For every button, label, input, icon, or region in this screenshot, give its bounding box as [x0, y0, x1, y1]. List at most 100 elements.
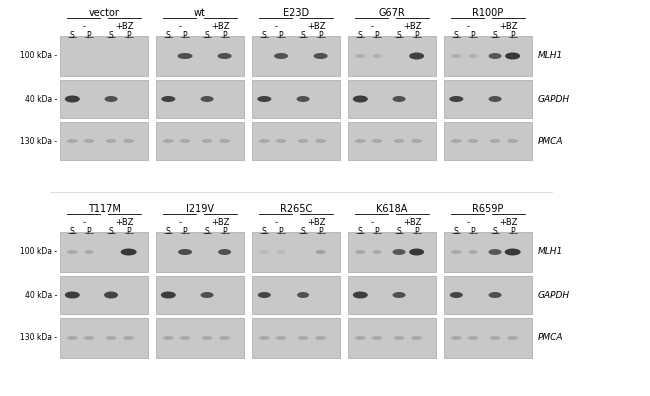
Text: P: P: [279, 227, 283, 236]
Ellipse shape: [259, 139, 270, 143]
Text: P: P: [471, 31, 475, 40]
Text: S: S: [70, 227, 75, 236]
Text: 40 kDa -: 40 kDa -: [25, 291, 57, 299]
Ellipse shape: [201, 292, 214, 298]
Ellipse shape: [451, 250, 462, 254]
Ellipse shape: [372, 139, 383, 143]
Bar: [156, 318, 244, 358]
Text: P: P: [222, 227, 227, 236]
Text: +BZ: +BZ: [403, 22, 421, 31]
Ellipse shape: [372, 54, 382, 58]
Ellipse shape: [298, 139, 309, 143]
Bar: [348, 36, 436, 76]
Ellipse shape: [84, 250, 94, 254]
Ellipse shape: [123, 139, 134, 143]
Ellipse shape: [411, 336, 422, 340]
Ellipse shape: [507, 139, 518, 143]
Ellipse shape: [218, 249, 231, 255]
Text: 40 kDa -: 40 kDa -: [25, 95, 57, 103]
Ellipse shape: [65, 291, 80, 299]
Text: P: P: [126, 31, 131, 40]
Text: S: S: [358, 31, 363, 40]
Ellipse shape: [353, 291, 368, 299]
Ellipse shape: [65, 95, 80, 103]
Ellipse shape: [393, 292, 406, 298]
Bar: [444, 318, 532, 358]
Bar: [60, 80, 148, 118]
Text: P: P: [510, 227, 515, 236]
Bar: [348, 122, 436, 160]
Text: +BZ: +BZ: [307, 218, 326, 227]
Text: S: S: [493, 31, 497, 40]
Text: +BZ: +BZ: [115, 218, 133, 227]
Ellipse shape: [372, 336, 383, 340]
Bar: [252, 122, 340, 160]
Ellipse shape: [218, 53, 231, 59]
Text: P: P: [183, 31, 187, 40]
Ellipse shape: [105, 139, 116, 143]
Ellipse shape: [356, 250, 365, 254]
Bar: [348, 318, 436, 358]
Ellipse shape: [355, 336, 366, 340]
Text: S: S: [166, 227, 171, 236]
Ellipse shape: [489, 249, 502, 255]
Ellipse shape: [489, 139, 500, 143]
Text: GAPDH: GAPDH: [538, 291, 570, 299]
Ellipse shape: [504, 249, 521, 255]
Ellipse shape: [257, 96, 271, 102]
Ellipse shape: [178, 249, 192, 255]
Ellipse shape: [316, 250, 326, 254]
Bar: [252, 232, 340, 272]
Text: MLH1: MLH1: [538, 51, 564, 61]
Text: P: P: [183, 227, 187, 236]
Ellipse shape: [179, 336, 190, 340]
Ellipse shape: [409, 249, 424, 255]
Text: S: S: [109, 227, 113, 236]
Text: -: -: [466, 22, 469, 31]
Ellipse shape: [315, 139, 326, 143]
Ellipse shape: [84, 139, 94, 143]
Bar: [156, 122, 244, 160]
Ellipse shape: [296, 96, 309, 102]
Ellipse shape: [489, 53, 502, 59]
Ellipse shape: [409, 53, 424, 59]
Ellipse shape: [67, 139, 78, 143]
Ellipse shape: [451, 336, 462, 340]
Ellipse shape: [393, 139, 404, 143]
Text: P: P: [414, 31, 419, 40]
Text: T117M: T117M: [88, 204, 120, 214]
Text: P: P: [126, 227, 131, 236]
Text: 100 kDa -: 100 kDa -: [20, 51, 57, 61]
Text: PMCA: PMCA: [538, 137, 564, 145]
Text: -: -: [274, 22, 278, 31]
Bar: [60, 318, 148, 358]
Text: P: P: [318, 227, 323, 236]
Text: P: P: [510, 31, 515, 40]
Text: -: -: [370, 22, 373, 31]
Text: wt: wt: [194, 8, 206, 18]
Ellipse shape: [393, 96, 406, 102]
Text: P: P: [86, 31, 92, 40]
Ellipse shape: [123, 336, 134, 340]
Ellipse shape: [276, 139, 287, 143]
Bar: [444, 122, 532, 160]
Text: S: S: [396, 227, 402, 236]
Text: +BZ: +BZ: [115, 22, 133, 31]
Ellipse shape: [219, 139, 230, 143]
Text: K618A: K618A: [376, 204, 408, 214]
Bar: [252, 36, 340, 76]
Ellipse shape: [449, 96, 463, 102]
Ellipse shape: [489, 292, 502, 298]
Text: -: -: [370, 218, 373, 227]
Text: -: -: [83, 218, 85, 227]
Text: 130 kDa -: 130 kDa -: [20, 333, 57, 343]
Text: PMCA: PMCA: [538, 333, 564, 343]
Bar: [156, 276, 244, 314]
Ellipse shape: [105, 96, 118, 102]
Ellipse shape: [202, 139, 213, 143]
Text: S: S: [205, 31, 209, 40]
Text: S: S: [205, 227, 209, 236]
Ellipse shape: [411, 139, 422, 143]
Bar: [444, 80, 532, 118]
Ellipse shape: [356, 54, 365, 58]
